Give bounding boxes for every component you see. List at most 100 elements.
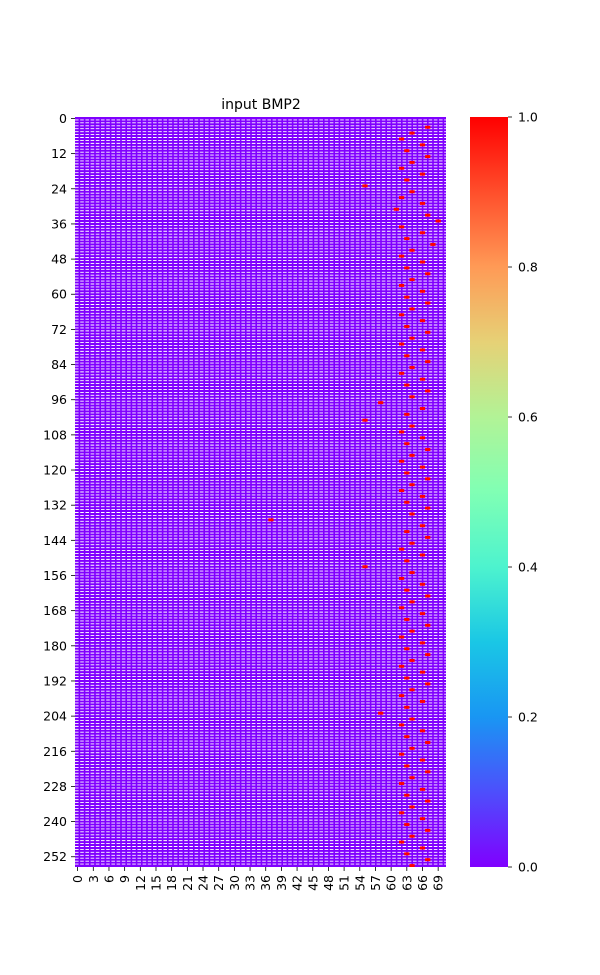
x-tick-label: 15 xyxy=(148,875,163,891)
heatmap-cell xyxy=(404,442,410,446)
heatmap-cell xyxy=(419,700,426,703)
heatmap-cell xyxy=(419,524,426,528)
heatmap-cell xyxy=(425,360,431,364)
heatmap-hot-cells xyxy=(268,125,441,867)
x-tick-label: 18 xyxy=(164,875,179,891)
heatmap-cell xyxy=(419,612,426,616)
x-tick-label: 21 xyxy=(180,875,195,891)
heatmap-cell xyxy=(398,430,405,434)
colorbar-tick-label: 1.0 xyxy=(518,110,538,125)
x-tick-label: 27 xyxy=(211,875,226,891)
heatmap-cell xyxy=(398,254,405,258)
y-tick-label: 48 xyxy=(51,252,67,267)
heatmap-cell xyxy=(378,711,384,715)
x-tick-label: 57 xyxy=(368,875,383,891)
heatmap-cell xyxy=(409,776,415,780)
heatmap-cell xyxy=(398,225,405,229)
heatmap-cell xyxy=(425,477,431,481)
y-tick-label: 144 xyxy=(43,533,67,548)
y-tick-label: 0 xyxy=(59,111,67,126)
heatmap-cell xyxy=(409,453,415,457)
x-tick-label: 39 xyxy=(274,875,289,891)
heatmap-cell xyxy=(404,764,410,768)
heatmap-cell xyxy=(404,735,410,739)
heatmap-cell xyxy=(404,295,410,299)
heatmap-cell xyxy=(398,313,405,317)
heatmap-cell xyxy=(425,301,431,305)
heatmap-cell xyxy=(409,483,415,487)
x-tick-label: 54 xyxy=(352,875,367,891)
y-tick-label: 24 xyxy=(51,181,67,196)
heatmap-cell xyxy=(409,571,415,575)
heatmap-cell xyxy=(404,500,410,504)
heatmap-cell xyxy=(398,459,405,463)
chart-title: input BMP2 xyxy=(221,97,301,113)
heatmap-cell xyxy=(419,260,426,264)
x-tick-label: 24 xyxy=(196,875,211,891)
heatmap-cell xyxy=(409,600,415,604)
heatmap-cell xyxy=(404,617,410,621)
heatmap-cell xyxy=(419,582,426,586)
heatmap-cell xyxy=(398,371,405,375)
heatmap-cell xyxy=(362,565,368,569)
y-tick-label: 84 xyxy=(51,357,67,372)
heatmap-cell xyxy=(398,811,405,815)
heatmap-cell xyxy=(409,366,415,369)
x-tick-label: 0 xyxy=(70,875,85,883)
heatmap-cell xyxy=(404,588,410,592)
heatmap-cell xyxy=(404,823,410,826)
heatmap-cell xyxy=(425,535,431,539)
heatmap-cell xyxy=(419,407,426,410)
heatmap-cell xyxy=(404,178,410,182)
heatmap-cell xyxy=(398,283,405,287)
colorbar: 0.0 0.2 0.4 0.6 0.8 1.0 xyxy=(470,110,538,875)
heatmap-cell xyxy=(404,325,410,328)
heatmap-cell xyxy=(425,125,431,129)
heatmap-cell xyxy=(425,594,431,598)
heatmap-cell xyxy=(398,166,405,170)
x-tick-label: 33 xyxy=(243,875,258,891)
x-tick-label: 42 xyxy=(290,875,305,891)
heatmap-cell xyxy=(419,143,426,147)
heatmap-cell xyxy=(419,319,426,323)
heatmap-cell xyxy=(419,817,426,821)
y-tick-label: 204 xyxy=(43,709,67,724)
heatmap-cell xyxy=(398,635,405,639)
heatmap-cell xyxy=(425,682,431,686)
heatmap-cell xyxy=(409,131,415,135)
y-tick-label: 216 xyxy=(43,744,67,759)
heatmap-cell xyxy=(419,231,426,235)
heatmap-cell xyxy=(398,782,405,785)
heatmap-cell xyxy=(419,670,426,674)
heatmap-cell xyxy=(404,149,410,153)
y-tick-label: 132 xyxy=(43,498,67,513)
heatmap-cell xyxy=(409,805,415,809)
heatmap-cell xyxy=(425,272,431,276)
x-tick-label: 69 xyxy=(431,875,446,891)
heatmap-cell xyxy=(425,653,431,657)
colorbar-gradient xyxy=(470,117,508,867)
heatmap-cell xyxy=(404,354,410,358)
y-tick-label: 108 xyxy=(43,427,67,442)
x-tick-label: 45 xyxy=(305,875,320,891)
y-tick-label: 12 xyxy=(51,146,67,161)
heatmap-cell xyxy=(409,834,415,838)
y-tick-label: 192 xyxy=(43,673,67,688)
heatmap-cell xyxy=(419,846,426,850)
heatmap-cell xyxy=(404,266,410,270)
heatmap-cell xyxy=(409,512,415,516)
x-tick-label: 9 xyxy=(117,875,132,883)
heatmap-cell xyxy=(419,494,426,498)
heatmap-cell xyxy=(409,424,415,428)
heatmap-cell xyxy=(419,172,426,176)
heatmap-cell xyxy=(404,647,410,651)
heatmap-cell xyxy=(398,694,405,698)
heatmap-cell xyxy=(419,465,426,469)
heatmap-cell xyxy=(398,606,405,610)
colorbar-tick-label: 0.4 xyxy=(518,560,538,575)
heatmap-cell xyxy=(404,412,410,416)
heatmap-cell xyxy=(398,723,405,727)
heatmap-cell xyxy=(425,770,431,774)
heatmap-cell xyxy=(419,348,426,352)
heatmap-cell xyxy=(404,237,410,241)
